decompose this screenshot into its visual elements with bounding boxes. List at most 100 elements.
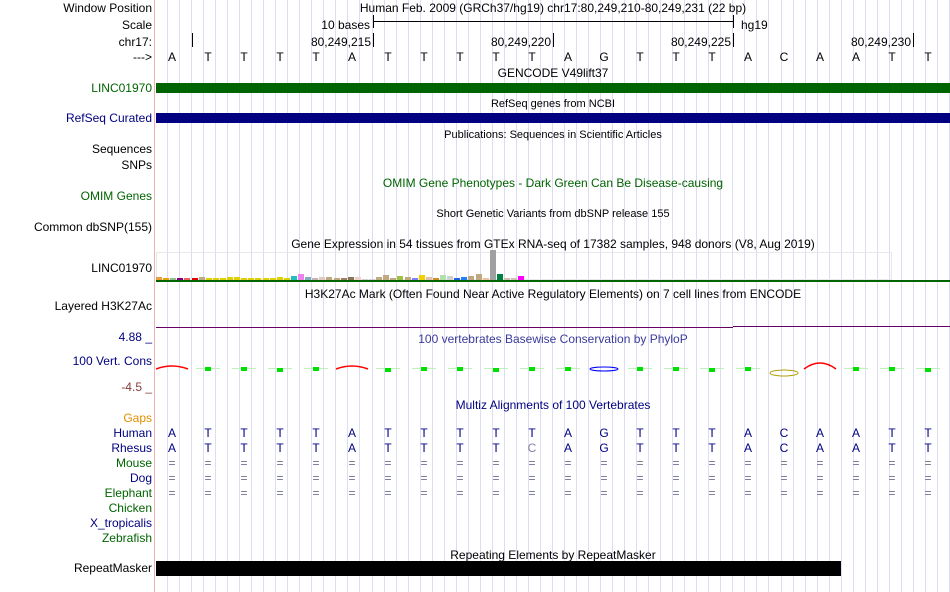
alignment-base: = xyxy=(672,471,680,485)
refseq-gene-bar[interactable] xyxy=(156,113,950,123)
gtex-tissue-bar[interactable] xyxy=(503,278,510,280)
gencode-gene-bar[interactable] xyxy=(156,83,950,93)
grid-line xyxy=(781,0,782,592)
gtex-tissue-bar[interactable] xyxy=(411,278,418,280)
gtex-tissue-bar[interactable] xyxy=(347,277,354,280)
gtex-tissue-bar[interactable] xyxy=(262,278,269,280)
species-label-human[interactable]: Human xyxy=(113,426,152,440)
alignment-base: = xyxy=(852,486,860,500)
gtex-tissue-bar[interactable] xyxy=(404,277,411,280)
window-position-text: Human Feb. 2009 (GRCh37/hg19) chr17:80,2… xyxy=(359,1,747,15)
alignment-base: T xyxy=(492,426,500,440)
gtex-tissue-bar[interactable] xyxy=(333,278,340,280)
gtex-tissue-bar[interactable] xyxy=(432,278,439,280)
gtex-tissue-bar[interactable] xyxy=(184,278,191,280)
gtex-tissue-bar[interactable] xyxy=(482,278,489,280)
grid-line xyxy=(516,0,517,592)
dbsnp-title: Short Genetic Variants from dbSNP releas… xyxy=(436,208,670,220)
gtex-tissue-bar[interactable] xyxy=(248,278,255,280)
gtex-tissue-bar[interactable] xyxy=(518,276,525,280)
alignment-base: = xyxy=(600,486,608,500)
base-letter: T xyxy=(456,50,464,64)
gtex-tissue-bar[interactable] xyxy=(170,278,177,280)
gtex-tissue-bar[interactable] xyxy=(298,274,304,280)
gtex-tissue-bar[interactable] xyxy=(319,277,326,280)
gtex-tissue-bar[interactable] xyxy=(390,278,397,280)
gtex-tissue-bar[interactable] xyxy=(198,277,205,280)
alignment-base: = xyxy=(312,471,320,485)
gtex-tissue-bar[interactable] xyxy=(326,277,333,280)
alignment-base: = xyxy=(384,486,392,500)
gtex-tissue-bar[interactable] xyxy=(447,276,454,280)
grid-line xyxy=(239,0,240,592)
species-label-zebrafish[interactable]: Zebrafish xyxy=(101,531,152,545)
gtex-tissue-bar[interactable] xyxy=(276,277,283,280)
gtex-tissue-bar[interactable] xyxy=(489,250,496,280)
gtex-tissue-bar[interactable] xyxy=(496,274,503,280)
track-label-sequences[interactable]: Sequences xyxy=(91,142,152,156)
gtex-tissue-bar[interactable] xyxy=(369,279,375,280)
gtex-tissue-bar[interactable] xyxy=(269,278,276,280)
gtex-tissue-bar[interactable] xyxy=(305,277,312,280)
alignment-base: = xyxy=(528,486,536,500)
species-label-dog[interactable]: Dog xyxy=(129,471,152,485)
gtex-tissue-bar[interactable] xyxy=(205,278,212,280)
grid-line xyxy=(624,0,625,592)
repeatmasker-element[interactable] xyxy=(156,561,841,576)
track-label-snps[interactable]: SNPs xyxy=(121,158,152,172)
track-label-gencode[interactable]: LINC01970 xyxy=(91,81,152,95)
alignment-base: = xyxy=(204,471,212,485)
gtex-tissue-bar[interactable] xyxy=(440,275,446,280)
gtex-tissue-bar[interactable] xyxy=(340,278,347,280)
species-label-mouse[interactable]: Mouse xyxy=(115,456,152,470)
gtex-tissue-bar[interactable] xyxy=(475,274,482,280)
gtex-tissue-bar[interactable] xyxy=(290,276,297,280)
gtex-tissue-bar[interactable] xyxy=(156,277,162,280)
gtex-tissue-bar[interactable] xyxy=(461,277,468,280)
gtex-tissue-bar[interactable] xyxy=(397,276,404,280)
species-label-x_tropicalis[interactable]: X_tropicalis xyxy=(89,516,152,530)
alignment-base: = xyxy=(240,456,248,470)
gtex-tissue-bar[interactable] xyxy=(354,277,361,280)
alignment-base: T xyxy=(708,441,716,455)
grid-line xyxy=(865,0,866,592)
gtex-tissue-bar[interactable] xyxy=(234,277,241,280)
alignment-base: = xyxy=(780,471,788,485)
track-label-omim[interactable]: OMIM Genes xyxy=(80,189,152,203)
grid-line xyxy=(191,0,192,592)
gtex-tissue-bar[interactable] xyxy=(361,279,368,280)
gtex-tissue-bar[interactable] xyxy=(425,277,432,280)
track-label-h3k27ac[interactable]: Layered H3K27Ac xyxy=(54,299,152,313)
gtex-tissue-bar[interactable] xyxy=(418,275,425,280)
gtex-tissue-bar[interactable] xyxy=(454,278,461,280)
track-label-gtex[interactable]: LINC01970 xyxy=(91,261,152,275)
gtex-tissue-bar[interactable] xyxy=(468,276,475,280)
track-label-dbsnp[interactable]: Common dbSNP(155) xyxy=(33,220,152,234)
alignment-base: C xyxy=(527,441,537,455)
track-label-gaps[interactable]: Gaps xyxy=(123,411,152,425)
gtex-tissue-bar[interactable] xyxy=(191,278,198,280)
gtex-tissue-bar[interactable] xyxy=(163,278,170,280)
species-label-rhesus[interactable]: Rhesus xyxy=(111,441,152,455)
grid-line xyxy=(841,0,842,592)
track-label-repeatmasker[interactable]: RepeatMasker xyxy=(73,561,152,575)
grid-line xyxy=(817,0,818,592)
gtex-tissue-bar[interactable] xyxy=(241,278,248,280)
track-label-refseq[interactable]: RefSeq Curated xyxy=(65,111,152,125)
track-label-phylop[interactable]: 100 Vert. Cons xyxy=(72,354,152,368)
species-label-chicken[interactable]: Chicken xyxy=(108,501,152,515)
gtex-tissue-bar[interactable] xyxy=(283,278,290,280)
gtex-tissue-bar[interactable] xyxy=(376,277,383,280)
gtex-tissue-bar[interactable] xyxy=(255,278,262,280)
gtex-tissue-bar[interactable] xyxy=(312,278,319,280)
gtex-tissue-bar[interactable] xyxy=(177,278,184,280)
gtex-tissue-bar[interactable] xyxy=(227,277,233,280)
gtex-tissue-bar[interactable] xyxy=(212,278,219,280)
gtex-tissue-bar[interactable] xyxy=(511,278,517,280)
species-label-elephant[interactable]: Elephant xyxy=(104,486,152,500)
gtex-bar-chart[interactable] xyxy=(156,250,950,280)
gtex-tissue-bar[interactable] xyxy=(383,275,390,280)
phylop-wiggle[interactable] xyxy=(156,355,950,380)
gtex-tissue-bar[interactable] xyxy=(219,278,226,280)
alignment-base: = xyxy=(276,471,284,485)
